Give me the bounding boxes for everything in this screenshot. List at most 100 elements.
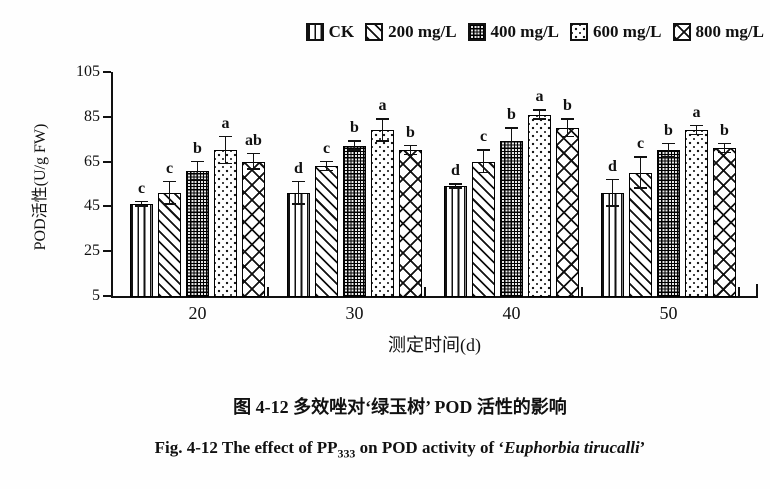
error-bar-line bbox=[381, 119, 384, 142]
bar-CK-day20 bbox=[130, 204, 153, 297]
error-bar-line bbox=[168, 181, 171, 205]
error-bar-line bbox=[723, 143, 726, 153]
error-bar-cap-bottom bbox=[505, 153, 518, 156]
legend-label: 200 mg/L bbox=[388, 22, 457, 41]
error-bar-line bbox=[353, 141, 356, 151]
x-tick-label: 30 bbox=[345, 303, 364, 323]
bar-CK-day30 bbox=[287, 192, 310, 297]
sig-letter: a bbox=[221, 114, 230, 132]
error-bar-cap-bottom bbox=[376, 140, 389, 142]
sig-letter: c bbox=[165, 159, 174, 177]
legend-item: 800 mg/L bbox=[672, 22, 764, 42]
bar-200-mg-L-day20 bbox=[158, 192, 181, 297]
legend-label: 400 mg/L bbox=[490, 22, 560, 41]
error-bar-line bbox=[196, 161, 199, 180]
sig-letter: b bbox=[664, 121, 673, 139]
error-bar-cap-bottom bbox=[247, 168, 260, 170]
error-bar-line bbox=[325, 161, 328, 171]
error-bar-cap-top bbox=[561, 118, 574, 120]
sig-letter: c bbox=[137, 179, 146, 197]
error-bar-cap-bottom bbox=[718, 151, 731, 154]
legend-swatch-dots-icon bbox=[570, 23, 589, 41]
error-bar-cap-top bbox=[348, 140, 361, 142]
bar-600-mg-L-day20 bbox=[214, 150, 237, 297]
error-bar-line bbox=[639, 157, 642, 189]
sig-letter: a bbox=[535, 88, 544, 106]
error-bar-cap-bottom bbox=[477, 171, 490, 174]
error-bar-cap-top bbox=[219, 135, 232, 138]
x-axis-title: 测定时间(d) bbox=[388, 335, 481, 355]
error-bar-line bbox=[611, 179, 614, 207]
error-bar-line bbox=[140, 201, 143, 207]
bar-CK-day40 bbox=[444, 186, 467, 297]
bar-600-mg-L-day50 bbox=[685, 130, 708, 297]
bar-400-mg-L-day30 bbox=[343, 145, 366, 297]
bar-200-mg-L-day40 bbox=[472, 161, 495, 297]
error-bar-line bbox=[667, 143, 670, 158]
error-bar-cap-bottom bbox=[320, 169, 333, 172]
error-bar-cap-top bbox=[533, 109, 546, 111]
legend-label: 600 mg/L bbox=[593, 22, 662, 41]
error-bar-cap-bottom bbox=[219, 162, 232, 165]
error-bar-cap-top bbox=[404, 144, 417, 147]
bar-800-mg-L-day30 bbox=[399, 150, 422, 297]
y-tick-label: 85 bbox=[84, 107, 100, 125]
sig-letter: b bbox=[563, 97, 572, 115]
sig-letter: c bbox=[636, 135, 645, 153]
caption-english-suffix: ’ bbox=[639, 438, 646, 457]
y-tick-label: 5 bbox=[92, 287, 100, 304]
sig-letter: b bbox=[193, 139, 202, 157]
error-bar-cap-bottom bbox=[191, 178, 204, 181]
y-tick bbox=[103, 205, 111, 208]
error-bar-cap-bottom bbox=[348, 149, 361, 151]
y-tick bbox=[103, 295, 111, 297]
bar-200-mg-L-day50 bbox=[629, 172, 652, 297]
error-bar-cap-top bbox=[505, 127, 518, 129]
sig-letter: b bbox=[406, 123, 415, 141]
x-group-tick bbox=[581, 287, 583, 296]
error-bar-cap-top bbox=[247, 152, 260, 155]
y-tick-label: 45 bbox=[84, 197, 100, 215]
error-bar-line bbox=[454, 184, 457, 189]
error-bar-line bbox=[695, 125, 698, 135]
error-bar-cap-top bbox=[634, 156, 647, 158]
legend-label: 800 mg/L bbox=[695, 22, 764, 41]
error-bar-cap-bottom bbox=[662, 156, 675, 158]
caption-english-species: Euphorbia tirucalli bbox=[504, 438, 640, 457]
bar-600-mg-L-day40 bbox=[528, 114, 551, 297]
sig-letter: a bbox=[692, 103, 701, 121]
error-bar-cap-bottom bbox=[404, 153, 417, 156]
y-tick-label: 65 bbox=[84, 152, 100, 170]
legend-swatch-diagonal-lines-icon bbox=[365, 23, 384, 41]
x-tick-label: 20 bbox=[188, 303, 207, 323]
error-bar-cap-top bbox=[606, 178, 619, 181]
y-tick-label: 25 bbox=[84, 242, 100, 260]
bar-200-mg-L-day30 bbox=[315, 166, 338, 297]
error-bar-line bbox=[510, 128, 513, 155]
error-bar-cap-bottom bbox=[135, 205, 148, 207]
y-tick bbox=[103, 71, 111, 73]
error-bar-line bbox=[409, 145, 412, 155]
legend-swatch-dense-grid-icon bbox=[467, 23, 486, 41]
error-bar-cap-bottom bbox=[449, 187, 462, 189]
chart-legend: CK 200 mg/L 400 mg/L 600 mg/L 800 mg/L bbox=[295, 22, 764, 42]
error-bar-cap-top bbox=[320, 160, 333, 163]
error-bar-cap-top bbox=[292, 180, 305, 183]
bar-800-mg-L-day50 bbox=[713, 148, 736, 297]
x-group-tick bbox=[424, 287, 426, 296]
y-axis-line bbox=[111, 72, 113, 298]
error-bar-cap-bottom bbox=[690, 133, 703, 136]
bar-CK-day50 bbox=[601, 192, 624, 297]
error-bar-cap-bottom bbox=[292, 203, 305, 205]
error-bar-cap-top bbox=[718, 142, 731, 145]
y-axis-title: POD活性(U/g FW) bbox=[32, 123, 49, 251]
bar-800-mg-L-day20 bbox=[242, 161, 265, 297]
caption-english-middle: on POD activity of ‘ bbox=[355, 438, 505, 457]
error-bar-line bbox=[252, 153, 255, 170]
error-bar-line bbox=[224, 136, 227, 164]
error-bar-cap-top bbox=[376, 118, 389, 120]
bar-400-mg-L-day20 bbox=[186, 170, 209, 297]
caption-english-prefix: Fig. 4-12 The effect of PP bbox=[154, 438, 338, 457]
error-bar-cap-bottom bbox=[561, 135, 574, 138]
